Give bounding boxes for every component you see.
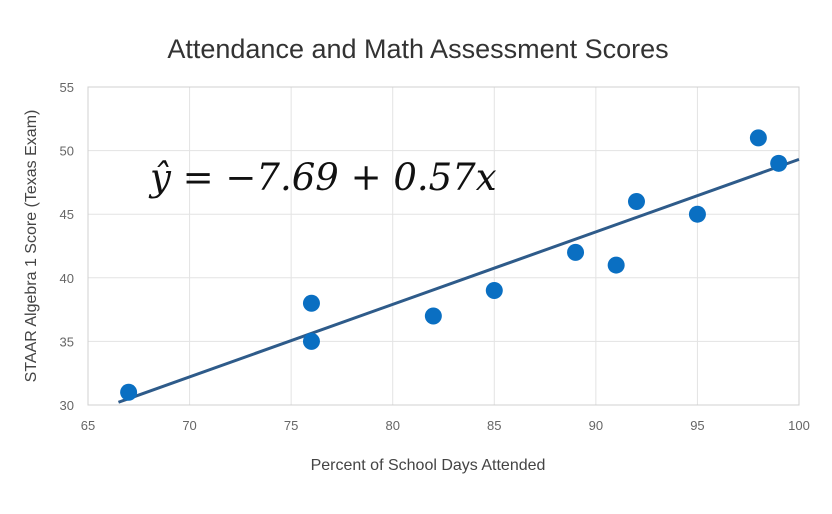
x-tick-label: 70 bbox=[182, 418, 196, 433]
x-tick-label: 65 bbox=[81, 418, 95, 433]
x-axis-title: Percent of School Days Attended bbox=[311, 457, 546, 474]
data-point bbox=[424, 307, 442, 325]
y-tick-label: 40 bbox=[60, 271, 74, 286]
y-tick-label: 50 bbox=[60, 144, 74, 159]
plot-area-frame bbox=[87, 86, 800, 406]
data-point bbox=[749, 129, 767, 147]
data-point bbox=[688, 205, 706, 223]
x-tick-labels: 65 70 75 80 85 90 95 100 bbox=[81, 418, 810, 433]
x-tick-label: 90 bbox=[589, 418, 603, 433]
data-points bbox=[120, 129, 788, 401]
trendline-layer bbox=[117, 157, 800, 404]
y-tick-label: 30 bbox=[60, 398, 74, 413]
y-tick-label: 35 bbox=[60, 334, 74, 349]
x-tick-label: 75 bbox=[284, 418, 298, 433]
gridlines bbox=[87, 86, 800, 406]
data-point bbox=[485, 282, 503, 300]
data-point bbox=[120, 383, 138, 401]
data-point bbox=[770, 154, 788, 172]
x-tick-label: 95 bbox=[690, 418, 704, 433]
data-point bbox=[302, 332, 320, 350]
chart-title: Attendance and Math Assessment Scores bbox=[167, 34, 668, 64]
regression-equation: ŷ = −7.69 + 0.57x bbox=[148, 156, 497, 199]
x-tick-label: 85 bbox=[487, 418, 501, 433]
y-tick-label: 55 bbox=[60, 80, 74, 95]
trendline bbox=[117, 157, 800, 404]
y-axis-title: STAAR Algebra 1 Score (Texas Exam) bbox=[23, 110, 40, 383]
y-tick-labels: 30 35 40 45 50 55 bbox=[60, 80, 74, 413]
x-tick-label: 80 bbox=[385, 418, 399, 433]
data-point bbox=[567, 243, 585, 261]
x-tick-label: 100 bbox=[788, 418, 810, 433]
data-point bbox=[302, 294, 320, 312]
data-point bbox=[627, 192, 645, 210]
y-tick-label: 45 bbox=[60, 207, 74, 222]
data-point bbox=[607, 256, 625, 274]
